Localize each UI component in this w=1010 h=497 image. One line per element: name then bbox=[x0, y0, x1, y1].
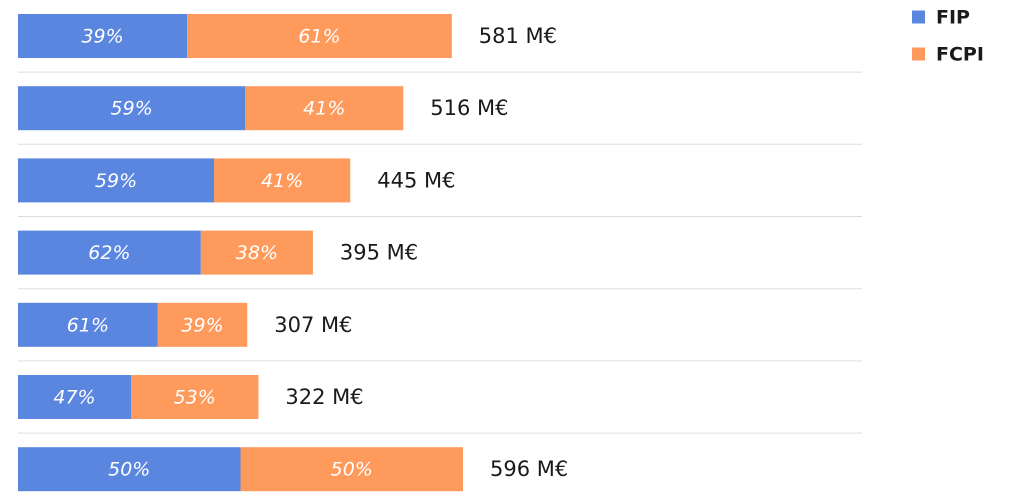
bar-group bbox=[18, 302, 248, 347]
segment-label: 41% bbox=[261, 170, 303, 192]
bar-segment bbox=[200, 230, 313, 275]
bar-group bbox=[18, 375, 259, 419]
segment-label: 61% bbox=[67, 314, 109, 336]
total-label: 395 M€ bbox=[340, 241, 418, 265]
segment-label: 47% bbox=[53, 387, 95, 409]
bar-segment bbox=[214, 158, 351, 203]
bar-group bbox=[18, 230, 313, 275]
segment-label: 41% bbox=[303, 98, 345, 120]
total-label: 596 M€ bbox=[490, 457, 568, 481]
bar-segment bbox=[18, 158, 215, 203]
legend-swatch bbox=[912, 10, 925, 24]
bar-group bbox=[18, 14, 452, 58]
segment-label: 59% bbox=[111, 98, 153, 120]
bar-segment bbox=[18, 302, 158, 347]
total-label: 322 M€ bbox=[285, 385, 363, 409]
bar-segment bbox=[240, 447, 463, 492]
total-label: 445 M€ bbox=[377, 168, 455, 192]
total-label: 307 M€ bbox=[274, 313, 352, 337]
bar-segment bbox=[187, 14, 452, 58]
bar-segment bbox=[18, 447, 241, 492]
bar-segment bbox=[245, 86, 404, 131]
legend-label: FIP bbox=[936, 7, 970, 29]
segment-label: 53% bbox=[174, 387, 216, 409]
segment-label: 62% bbox=[88, 242, 130, 264]
bar-segment bbox=[18, 230, 201, 275]
total-label: 516 M€ bbox=[430, 96, 508, 120]
bar-segment bbox=[18, 375, 131, 419]
segment-label: 61% bbox=[298, 26, 340, 48]
segment-label: 50% bbox=[331, 459, 373, 481]
bar-group bbox=[18, 158, 351, 203]
bar-segment bbox=[157, 302, 248, 347]
legend-swatch bbox=[912, 47, 925, 61]
segment-label: 39% bbox=[81, 26, 123, 48]
bar-segment bbox=[130, 375, 259, 419]
segment-label: 50% bbox=[108, 459, 150, 481]
total-label: 581 M€ bbox=[479, 24, 557, 48]
bar-group bbox=[18, 447, 463, 492]
legend-label: FCPI bbox=[936, 44, 984, 66]
segment-label: 59% bbox=[95, 170, 137, 192]
bar-segment bbox=[18, 14, 188, 58]
bar-segment bbox=[18, 86, 246, 131]
segment-label: 38% bbox=[236, 242, 278, 264]
segment-label: 39% bbox=[181, 314, 223, 336]
bar-group bbox=[18, 86, 404, 131]
